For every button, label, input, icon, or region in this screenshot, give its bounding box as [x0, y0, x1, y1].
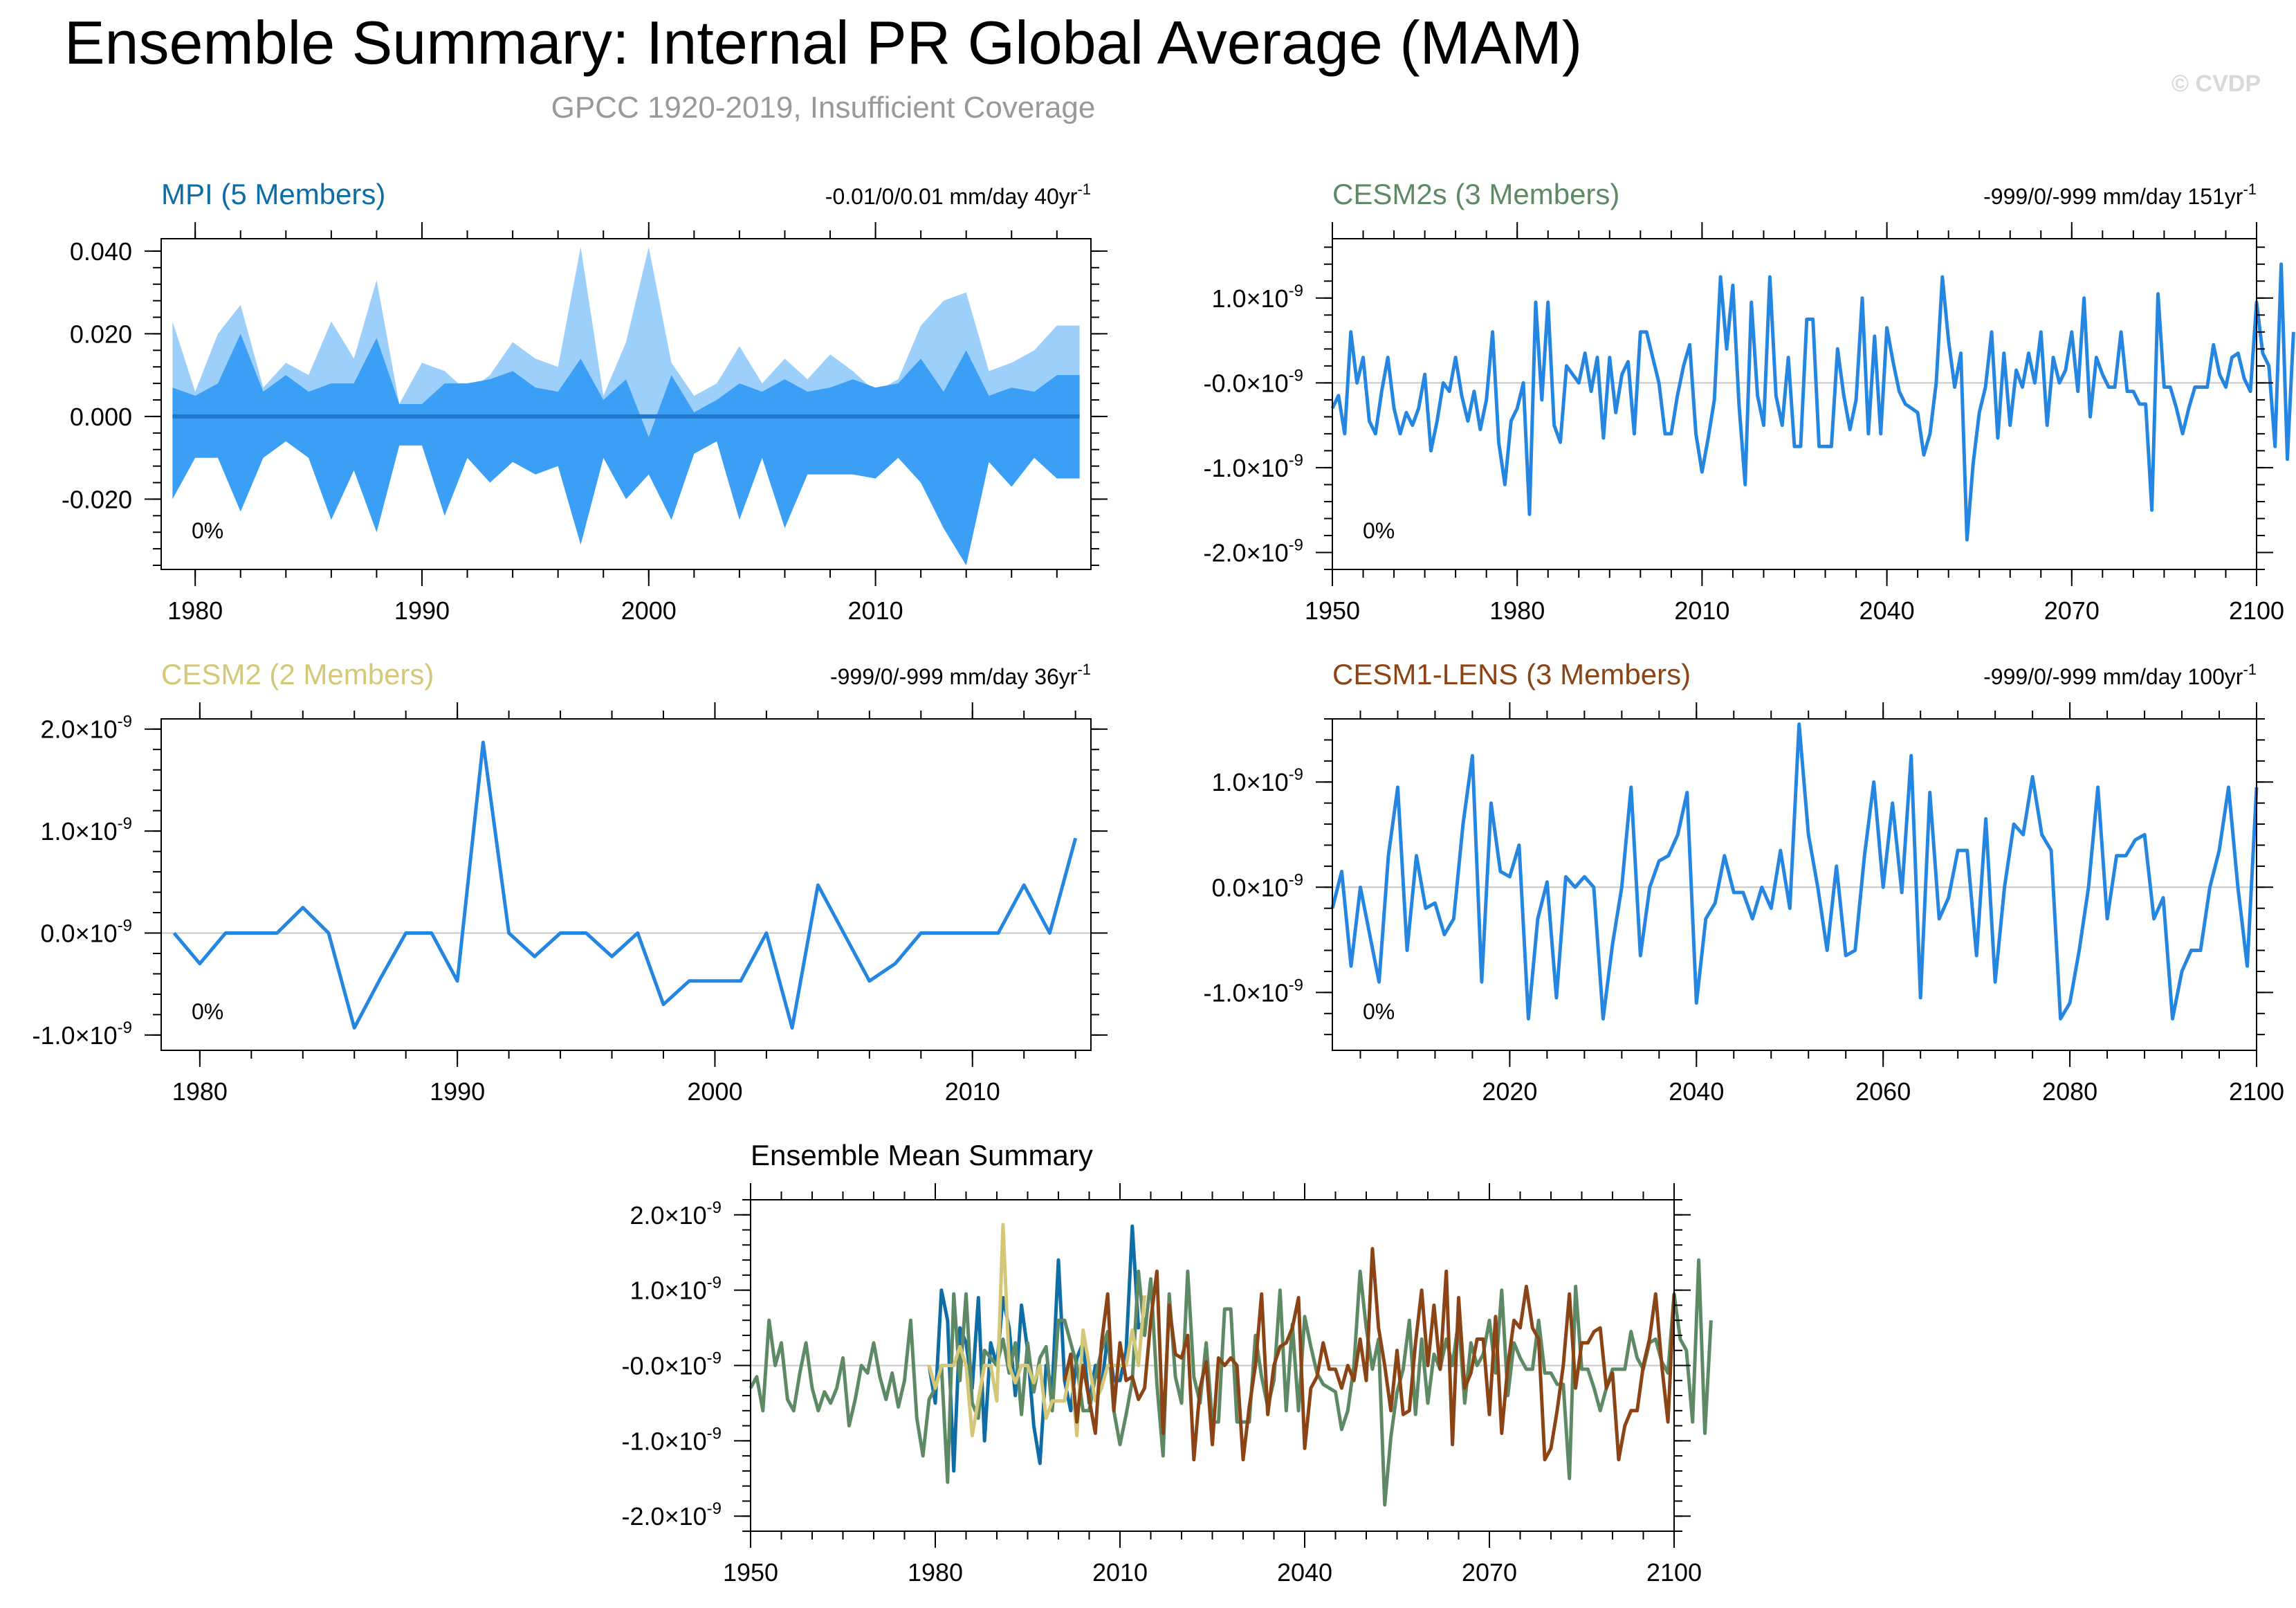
percent-label: 0% — [192, 999, 223, 1024]
series-cesm2s — [749, 1258, 1713, 1507]
data-line — [1330, 262, 2295, 542]
x-tick-label: 1980 — [1489, 596, 1545, 625]
y-tick-label: 0.0×10-9 — [41, 917, 132, 948]
panel-ensemble_mean: 1950 1980 2010 2040 2070 2100 2.0×10-9 1.0×10-9… — [622, 1139, 1713, 1587]
trend-label: -0.01/0/0.01 mm/day 40yr-1 — [825, 181, 1091, 209]
series-cesm2 — [927, 1223, 1147, 1438]
x-tick-label: 1980 — [167, 596, 223, 625]
panel-cesm2: 1980 1990 2000 2010 2.0×10-9 1.0×10-9 0.0×10-9… — [33, 658, 1108, 1106]
figure-subtitle: GPCC 1920-2019, Insufficient Coverage — [551, 91, 1096, 125]
y-tick-label: -0.0×10-9 — [1204, 366, 1303, 397]
y-tick-label: 0.0×10-9 — [1212, 870, 1303, 902]
x-tick-label: 1980 — [172, 1077, 228, 1106]
x-tick-label: 1950 — [723, 1558, 778, 1587]
y-tick-label: -2.0×10-9 — [1204, 536, 1303, 567]
trend-label: -999/0/-999 mm/day 100yr-1 — [1983, 661, 2257, 689]
data-line — [172, 740, 1078, 1030]
y-tick-label: -1.0×10-9 — [1204, 976, 1303, 1007]
x-tick-label: 2100 — [2229, 1077, 2284, 1106]
percent-label: 0% — [1363, 999, 1395, 1024]
panel-title: Ensemble Mean Summary — [751, 1139, 1093, 1171]
inner-spread-band — [172, 334, 1080, 566]
y-tick-label: -1.0×10-9 — [622, 1424, 722, 1455]
copyright: © CVDP — [2171, 71, 2261, 97]
trend-label: -999/0/-999 mm/day 36yr-1 — [830, 661, 1091, 689]
x-tick-label: 2040 — [1669, 1077, 1724, 1106]
y-tick-label: -0.0×10-9 — [622, 1349, 722, 1380]
y-tick-label: 0.040 — [70, 237, 132, 266]
x-tick-label: 2060 — [1855, 1077, 1911, 1106]
x-tick-label: 2010 — [945, 1077, 1000, 1106]
x-tick-label: 2010 — [848, 596, 903, 625]
y-tick-label: 2.0×10-9 — [630, 1198, 722, 1230]
x-tick-label: 1950 — [1305, 596, 1360, 625]
y-tick-label: 0.020 — [70, 320, 132, 348]
x-tick-label: 2010 — [1674, 596, 1729, 625]
y-tick-label: -2.0×10-9 — [622, 1499, 722, 1531]
trend-label: -999/0/-999 mm/day 151yr-1 — [1983, 181, 2257, 209]
x-tick-label: 2000 — [687, 1077, 742, 1106]
plot-frame — [1332, 718, 2257, 1051]
x-tick-label: 2100 — [1646, 1558, 1702, 1587]
x-tick-label: 2070 — [1462, 1558, 1517, 1587]
x-tick-label: 2020 — [1482, 1077, 1537, 1106]
x-tick-label: 2000 — [621, 596, 677, 625]
panel-mpi: 1980 1990 2000 2010 0.040 0.020 0.000 -0.020 MPI… — [62, 178, 1108, 625]
panel-title: CESM2s (3 Members) — [1332, 178, 1619, 210]
x-tick-label: 1990 — [430, 1077, 485, 1106]
figure-title: Ensemble Summary: Internal PR Global Ave… — [64, 8, 1582, 77]
data-line — [1330, 722, 2259, 1021]
plot-frame — [160, 718, 1092, 1051]
panel-cesm1lens: 2020 2040 2060 2080 2100 1.0×10-9 0.0×10-9 -1.0… — [1204, 658, 2285, 1106]
y-tick-label: -1.0×10-9 — [33, 1018, 132, 1050]
y-tick-label: -1.0×10-9 — [1204, 451, 1303, 482]
y-tick-label: 1.0×10-9 — [1212, 282, 1303, 313]
y-tick-label: 0.000 — [70, 403, 132, 431]
panel-title: MPI (5 Members) — [161, 178, 385, 210]
y-tick-label: 1.0×10-9 — [1212, 765, 1303, 796]
x-tick-label: 2040 — [1859, 596, 1915, 625]
series-cesm1-lens — [1063, 1247, 1676, 1462]
panel-title: CESM1-LENS (3 Members) — [1332, 658, 1691, 691]
x-tick-label: 2100 — [2229, 596, 2284, 625]
panel-title: CESM2 (2 Members) — [161, 658, 434, 691]
y-tick-label: -0.020 — [62, 485, 132, 513]
y-tick-label: 1.0×10-9 — [630, 1274, 722, 1305]
x-tick-label: 1980 — [908, 1558, 963, 1587]
y-tick-label: 2.0×10-9 — [41, 713, 132, 744]
y-tick-label: 1.0×10-9 — [41, 814, 132, 846]
x-tick-label: 2080 — [2042, 1077, 2097, 1106]
percent-label: 0% — [1363, 518, 1395, 543]
x-tick-label: 1990 — [394, 596, 450, 625]
x-tick-label: 2070 — [2044, 596, 2100, 625]
percent-label: 0% — [192, 518, 223, 543]
x-tick-label: 2010 — [1092, 1558, 1148, 1587]
plot-frame — [160, 238, 1092, 570]
panel-cesm2s: 1950 1980 2010 2040 2070 2100 1.0×10-9 -0.0×10-… — [1204, 178, 2295, 625]
x-tick-label: 2040 — [1277, 1558, 1332, 1587]
